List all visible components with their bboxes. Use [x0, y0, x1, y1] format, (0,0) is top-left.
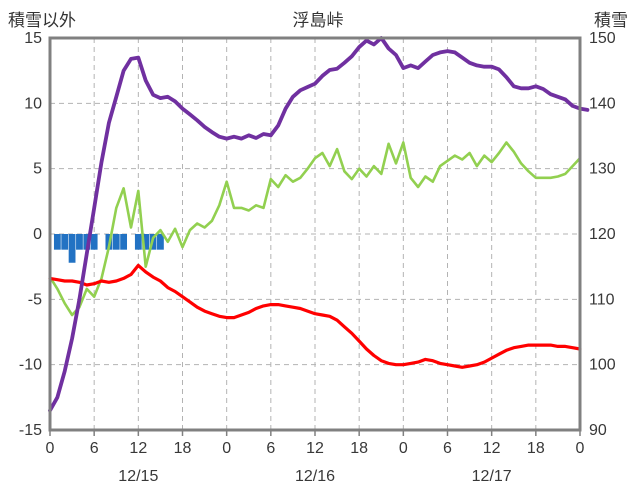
svg-text:12/15: 12/15 [118, 468, 158, 485]
svg-text:150: 150 [589, 30, 616, 47]
svg-text:6: 6 [443, 440, 452, 457]
svg-text:110: 110 [589, 291, 615, 308]
svg-text:140: 140 [589, 95, 616, 112]
svg-text:120: 120 [589, 226, 616, 243]
svg-text:90: 90 [589, 422, 607, 439]
svg-text:0: 0 [399, 440, 408, 457]
chart-title: 浮島峠 [292, 11, 344, 30]
svg-text:12/16: 12/16 [295, 468, 335, 485]
svg-text:130: 130 [589, 161, 616, 178]
svg-text:0: 0 [33, 226, 42, 243]
svg-text:0: 0 [222, 440, 231, 457]
svg-text:18: 18 [527, 440, 545, 457]
svg-text:15: 15 [24, 30, 42, 47]
svg-text:18: 18 [174, 440, 192, 457]
svg-text:12: 12 [483, 440, 501, 457]
svg-text:10: 10 [24, 95, 42, 112]
svg-text:12: 12 [129, 440, 147, 457]
svg-text:18: 18 [350, 440, 368, 457]
svg-text:6: 6 [90, 440, 99, 457]
svg-text:12: 12 [306, 440, 324, 457]
right-axis-unit-label: 積雪 [594, 11, 628, 30]
svg-text:-15: -15 [19, 422, 42, 439]
svg-text:5: 5 [33, 161, 42, 178]
svg-text:100: 100 [589, 357, 616, 374]
svg-text:6: 6 [266, 440, 275, 457]
svg-text:0: 0 [576, 440, 585, 457]
svg-text:-10: -10 [19, 357, 42, 374]
svg-text:12/17: 12/17 [472, 468, 512, 485]
svg-text:-5: -5 [28, 291, 42, 308]
svg-text:0: 0 [46, 440, 55, 457]
left-axis-unit-label: 積雪以外 [8, 11, 76, 30]
